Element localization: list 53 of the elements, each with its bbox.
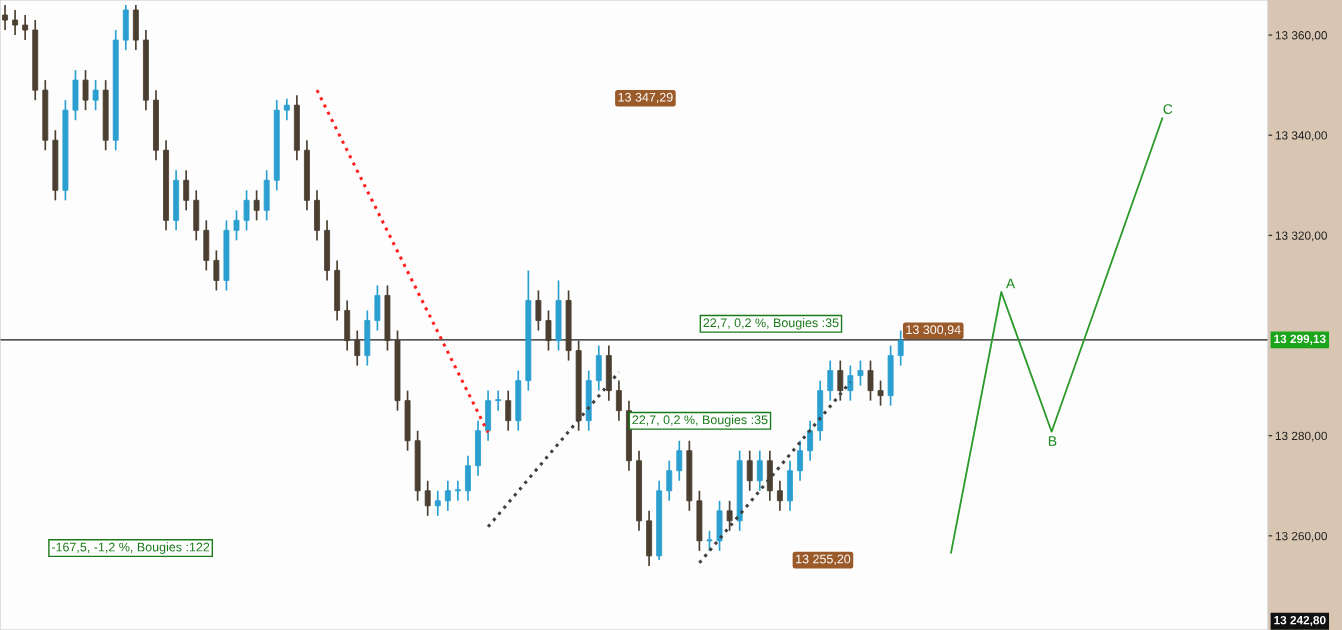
candlestick — [897, 329, 904, 367]
candlestick — [183, 169, 190, 212]
candlestick — [756, 449, 763, 492]
text: 13 242,80 — [1274, 615, 1326, 627]
annotation: A — [1005, 278, 1016, 289]
y-tick-label: 13 280,00 — [1275, 431, 1327, 442]
candlestick — [354, 329, 361, 367]
candlestick — [706, 530, 713, 552]
candlestick — [676, 439, 683, 482]
candlestick — [434, 489, 441, 517]
candlestick — [726, 499, 733, 532]
candlestick — [424, 479, 431, 517]
candlestick — [827, 359, 834, 402]
candlestick — [495, 389, 502, 412]
candlestick — [857, 359, 864, 387]
annotation: -167,5, -1,2 %, Bougies :122 — [51, 542, 210, 554]
candlestick — [454, 479, 461, 502]
candlestick — [2, 4, 8, 31]
annotation: 22,7, 0,2 %, Bougies :35 — [703, 317, 839, 330]
ref-line-label: 13 299,13 — [1274, 334, 1326, 345]
annotation: B — [1048, 436, 1057, 446]
y-tick-label: 13 360,00 — [1275, 31, 1327, 41]
candlestick — [545, 309, 552, 352]
candlestick — [867, 359, 874, 402]
candlestick — [505, 389, 512, 432]
candlestick — [92, 79, 99, 112]
candlestick — [797, 439, 803, 482]
candlestick — [253, 189, 260, 222]
candlestick — [847, 364, 854, 402]
candlestick — [12, 9, 19, 36]
candlestick — [213, 249, 220, 292]
candlestick — [746, 449, 753, 492]
annotation: 22,7, 0,2 %, Bougies :35 — [632, 415, 768, 427]
annotation: 13 300,94 — [906, 325, 961, 336]
annotation: C — [1163, 104, 1173, 114]
candlestick — [666, 459, 673, 502]
y-tick-label: 13 320,00 — [1275, 231, 1327, 242]
candlestick — [877, 379, 884, 407]
y-tick-label: 13 260,00 — [1275, 531, 1327, 542]
candlestick — [243, 189, 250, 232]
candlestick — [837, 359, 844, 402]
annotation: 13 255,20 — [796, 554, 851, 565]
candlestick — [535, 289, 542, 332]
candlestick — [22, 14, 29, 41]
candlestick — [776, 479, 783, 512]
candlestick — [233, 209, 240, 242]
y-tick-label: 13 340,00 — [1275, 131, 1327, 141]
candlestick — [807, 419, 814, 462]
candlestick — [82, 69, 89, 112]
annotation: 13 347,29 — [618, 92, 673, 104]
candlestick — [283, 97, 290, 122]
candlestick — [615, 379, 622, 422]
candlestick — [444, 479, 451, 512]
